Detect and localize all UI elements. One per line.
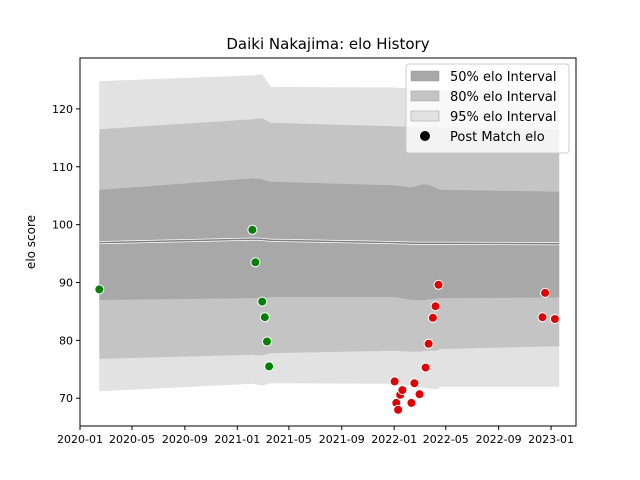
- post-match-point: [549, 314, 560, 324]
- legend-box: [405, 63, 570, 154]
- x-tick-label: 2022-05: [423, 433, 469, 446]
- post-match-point: [427, 312, 438, 323]
- post-match-point: [414, 389, 425, 400]
- post-match-point: [537, 312, 548, 323]
- y-tick-label: 80: [59, 334, 73, 347]
- legend-swatch: [410, 110, 440, 122]
- mean-elo-line: [99, 237, 560, 246]
- post-match-point: [94, 284, 105, 295]
- post-match-point: [264, 361, 275, 372]
- post-match-point: [257, 296, 268, 307]
- post-match-point: [247, 224, 258, 235]
- y-tick-label: 110: [52, 161, 73, 174]
- legend-marker: [420, 131, 430, 141]
- x-tick-label: 2022-01: [371, 433, 417, 446]
- post-match-point: [259, 312, 270, 323]
- x-axis: 2020-01 2020-05 2020-09 2021-01 2021-05 2021-…: [57, 426, 574, 446]
- x-tick-label: 2020-05: [109, 433, 155, 446]
- legend-label: 80% elo Interval: [450, 90, 557, 105]
- x-tick-label: 2021-01: [214, 433, 260, 446]
- y-axis: 70 80 90 100 110 120: [52, 103, 80, 405]
- x-tick-label: 2020-09: [162, 433, 208, 446]
- plot-frame: [79, 57, 577, 427]
- post-match-point: [423, 338, 434, 349]
- y-tick-label: 70: [59, 392, 73, 405]
- x-tick-label: 2021-09: [319, 433, 365, 446]
- y-axis-label: elo score: [24, 215, 38, 269]
- legend: 50% elo Interval 80% elo Interval 95% elo …: [405, 63, 570, 154]
- post-match-point: [393, 404, 404, 415]
- legend-swatch: [410, 90, 440, 102]
- y-tick-label: 90: [59, 277, 73, 290]
- chart-title: Daiki Nakajima: elo History: [226, 35, 429, 53]
- post-match-point: [250, 257, 261, 268]
- y-tick-label: 100: [52, 219, 73, 232]
- post-match-point: [389, 376, 400, 387]
- x-tick-label: 2022-09: [476, 433, 522, 446]
- post-match-point: [540, 287, 551, 298]
- post-match-point: [406, 397, 417, 408]
- band-50-interval: [99, 178, 560, 301]
- mean-line: [99, 238, 560, 245]
- legend-label: 50% elo Interval: [450, 70, 557, 85]
- post-match-point: [430, 301, 441, 312]
- y-tick-label: 120: [52, 103, 73, 116]
- x-tick-label: 2023-01: [528, 433, 574, 446]
- post-match-point: [409, 378, 420, 389]
- legend-label: 95% elo Interval: [450, 110, 557, 125]
- x-tick-label: 2020-01: [57, 433, 103, 446]
- post-match-point: [420, 362, 431, 373]
- post-match-point: [397, 385, 408, 396]
- legend-swatch: [410, 70, 440, 82]
- post-match-point: [262, 336, 272, 347]
- post-match-point: [433, 279, 444, 290]
- post-match-points: [94, 224, 560, 415]
- legend-label: Post Match elo: [450, 130, 545, 145]
- x-tick-label: 2021-05: [266, 433, 312, 446]
